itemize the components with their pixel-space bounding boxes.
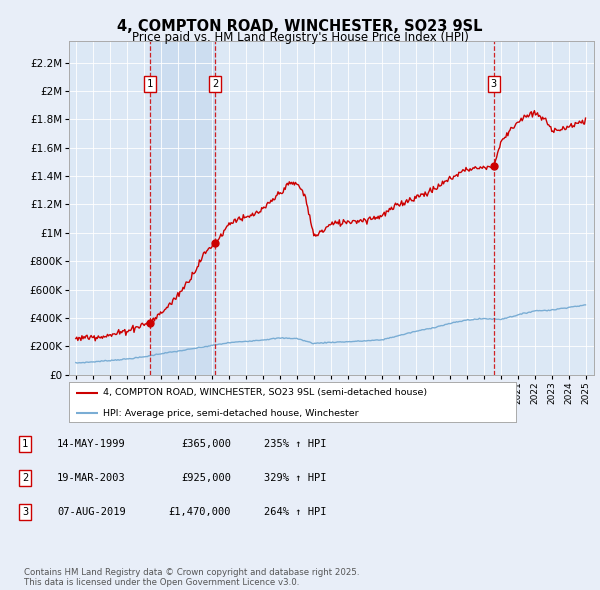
Text: 19-MAR-2003: 19-MAR-2003 <box>57 473 126 483</box>
Text: 264% ↑ HPI: 264% ↑ HPI <box>264 507 326 517</box>
Text: 4, COMPTON ROAD, WINCHESTER, SO23 9SL: 4, COMPTON ROAD, WINCHESTER, SO23 9SL <box>117 19 483 34</box>
Text: HPI: Average price, semi-detached house, Winchester: HPI: Average price, semi-detached house,… <box>103 408 358 418</box>
Bar <box>150 41 215 375</box>
Text: 1: 1 <box>147 79 153 89</box>
Text: £925,000: £925,000 <box>181 473 231 483</box>
Text: 07-AUG-2019: 07-AUG-2019 <box>57 507 126 517</box>
Text: £365,000: £365,000 <box>181 439 231 448</box>
Text: Price paid vs. HM Land Registry's House Price Index (HPI): Price paid vs. HM Land Registry's House … <box>131 31 469 44</box>
Text: 329% ↑ HPI: 329% ↑ HPI <box>264 473 326 483</box>
Text: £1,470,000: £1,470,000 <box>169 507 231 517</box>
Text: 14-MAY-1999: 14-MAY-1999 <box>57 439 126 448</box>
Text: 3: 3 <box>491 79 497 89</box>
Text: 235% ↑ HPI: 235% ↑ HPI <box>264 439 326 448</box>
Text: Contains HM Land Registry data © Crown copyright and database right 2025.
This d: Contains HM Land Registry data © Crown c… <box>24 568 359 587</box>
Text: 2: 2 <box>22 473 28 483</box>
Text: 1: 1 <box>22 439 28 448</box>
Text: 4, COMPTON ROAD, WINCHESTER, SO23 9SL (semi-detached house): 4, COMPTON ROAD, WINCHESTER, SO23 9SL (s… <box>103 388 427 398</box>
Text: 3: 3 <box>22 507 28 517</box>
Text: 2: 2 <box>212 79 218 89</box>
